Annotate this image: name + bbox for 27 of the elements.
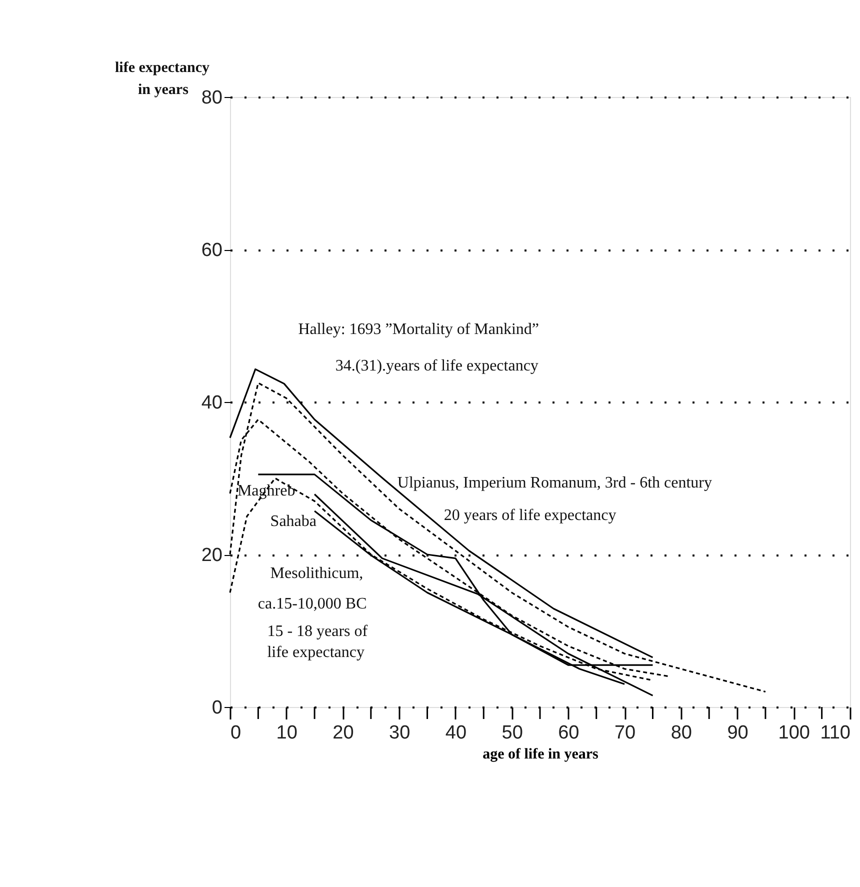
x-tick-label: 70 — [614, 722, 636, 744]
annotation: 34.(31).years of life expectancy — [335, 357, 538, 374]
x-tick-label: 80 — [670, 722, 692, 744]
x-tick-label: 90 — [727, 722, 748, 744]
x-tick-label: 10 — [276, 722, 298, 744]
x-axis-title: age of life in years — [482, 746, 599, 762]
x-tick-label: 40 — [445, 722, 467, 744]
x-tick-label: 0 — [230, 722, 242, 744]
annotation: Halley: 1693 ”Mortality of Mankind” — [298, 320, 540, 338]
x-tick-label: 60 — [558, 722, 580, 744]
x-tick-label: 30 — [389, 722, 410, 744]
annotation: Maghreb — [237, 482, 296, 500]
y-tick-label: 60 — [201, 240, 222, 261]
annotation: Sahaba — [270, 512, 317, 530]
annotation: ca.15-10,000 BC — [258, 595, 367, 612]
annotation: 15 - 18 years of — [267, 622, 368, 640]
y-tick-label: 20 — [201, 545, 222, 566]
x-tick-label: 20 — [332, 722, 354, 744]
x-tick-label: 50 — [502, 722, 523, 744]
annotation: Mesolithicum, — [270, 564, 364, 582]
annotation: 20 years of life expectancy — [444, 506, 616, 524]
x-tick-label: 100 — [778, 722, 810, 744]
annotation: Ulpianus, Imperium Romanum, 3rd - 6th century — [397, 474, 712, 492]
y-tick-label: 40 — [201, 392, 222, 414]
y-tick-label: 0 — [212, 698, 222, 718]
annotation: life expectancy — [267, 644, 364, 662]
x-tick-label: 110 — [820, 722, 850, 744]
